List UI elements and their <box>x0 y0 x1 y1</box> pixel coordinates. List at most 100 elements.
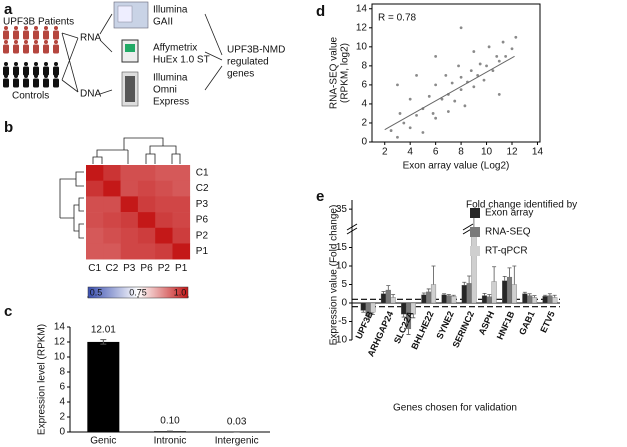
scatter-point <box>453 99 457 103</box>
result-label: regulated <box>227 57 269 68</box>
scatter-point <box>491 69 495 73</box>
y-tick-label: 0 <box>59 427 65 438</box>
scatter-point <box>482 78 486 82</box>
heatmap-cell <box>155 243 173 260</box>
platform-label: GAII <box>153 17 173 28</box>
panel-label: e <box>316 188 324 205</box>
person-icon <box>24 74 28 78</box>
error-bar <box>370 312 375 315</box>
scatter-point <box>431 112 435 115</box>
scatter-point <box>478 62 482 66</box>
heatmap-cell <box>103 165 121 181</box>
error-bar <box>431 265 436 285</box>
heatmap-cell <box>86 212 104 229</box>
scatter-point <box>514 35 518 39</box>
colorbar-tick-label: 0.75 <box>129 287 147 297</box>
y-tick-label: 35 <box>336 204 348 215</box>
rna-label: RNA <box>80 33 101 44</box>
person-icon <box>34 74 38 78</box>
error-bar <box>532 295 537 298</box>
scatter-point <box>469 69 473 73</box>
person-icon <box>53 66 59 76</box>
x-tick-label: HNF1B <box>495 309 517 341</box>
person-icon <box>53 44 59 54</box>
value-label: 0.10 <box>160 416 180 427</box>
heatmap-cell <box>172 227 191 244</box>
y-tick-label: -10 <box>333 335 348 346</box>
heatmap-cell <box>120 196 139 213</box>
bar <box>522 293 528 304</box>
legend-swatch <box>470 246 480 256</box>
plot-frame <box>371 3 541 143</box>
x-tick-label: UPF3B <box>354 309 376 340</box>
x-tick-label: 6 <box>433 147 439 158</box>
scatter-point <box>408 97 412 101</box>
x-tick-label: ETV5 <box>538 310 557 335</box>
y-tick-label: 4 <box>59 397 65 408</box>
heatmap-cell <box>172 180 191 197</box>
scatter-point <box>504 54 508 58</box>
error-bar <box>406 328 411 335</box>
error-bar <box>543 294 548 297</box>
scatter-point <box>450 81 454 85</box>
heatmap-cell <box>86 196 104 213</box>
scatter-point <box>389 129 393 132</box>
scatter-point <box>487 45 491 49</box>
bar <box>471 227 477 304</box>
error-bar <box>462 281 467 286</box>
bar <box>486 296 492 304</box>
legend-label: RT-qPCR <box>485 246 528 257</box>
y-tick-label: 8 <box>59 367 65 378</box>
heatmap-cell <box>103 227 121 244</box>
bar <box>87 341 120 432</box>
person-icon <box>34 26 38 30</box>
bar <box>441 294 447 304</box>
heatmap-cell <box>155 180 173 197</box>
person-icon <box>3 66 9 76</box>
column-label: C1 <box>88 263 101 274</box>
y-axis-label: RNA-SEQ value <box>329 36 340 109</box>
x-axis-label: Exon array value (Log2) <box>403 161 510 172</box>
heatmap-cell <box>103 196 121 213</box>
person-icon <box>54 26 58 30</box>
error-bar <box>361 310 366 313</box>
y-tick-label: 2 <box>361 118 367 129</box>
legend-swatch <box>470 227 480 237</box>
dendrograms <box>59 137 181 239</box>
column-label: P6 <box>140 263 153 274</box>
heatmap-cell <box>86 227 104 244</box>
person-icon <box>3 44 9 54</box>
person-icon <box>23 66 29 76</box>
row-label: C1 <box>196 167 209 178</box>
x-tick-label: 14 <box>532 147 544 158</box>
error-bar <box>482 292 487 296</box>
person-icon <box>3 78 9 88</box>
error-bar <box>386 285 391 291</box>
person-icon <box>54 40 58 44</box>
scatter-point <box>510 47 514 51</box>
person-icon <box>33 44 39 54</box>
bar <box>446 295 452 304</box>
connector-lines <box>61 13 223 95</box>
platform-label: Omni <box>153 85 177 96</box>
heatmap-cell <box>103 180 121 197</box>
row-label: P1 <box>196 246 209 257</box>
x-tick-label: 2 <box>382 147 388 158</box>
result-label: genes <box>227 69 254 80</box>
scatter-point <box>497 93 501 96</box>
row-label: P2 <box>196 230 209 241</box>
person-icon <box>23 44 29 54</box>
controls-label: Controls <box>12 91 49 102</box>
error-bar <box>547 293 552 296</box>
y-tick-label: -5 <box>338 316 347 327</box>
error-bar <box>411 314 416 319</box>
bar <box>506 276 513 304</box>
heatmap-cell <box>172 212 191 229</box>
error-bar <box>421 292 426 295</box>
scatter-point <box>408 126 412 130</box>
error-bar <box>401 314 406 318</box>
heatmap-cell <box>137 243 156 260</box>
heatmap-cell <box>155 196 173 213</box>
heatmap-cell <box>172 243 191 260</box>
